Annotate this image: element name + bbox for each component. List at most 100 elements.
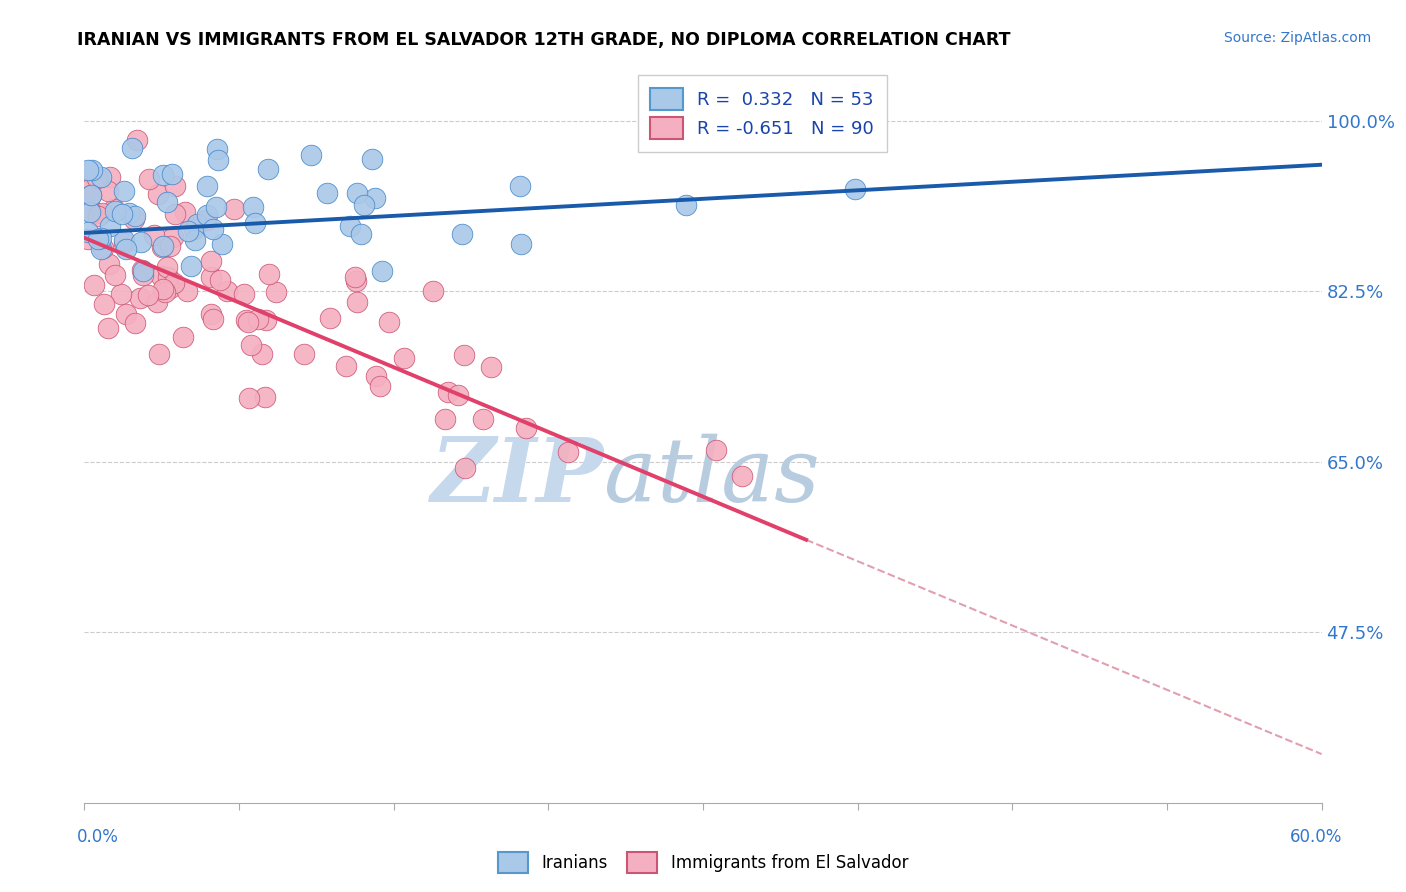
- Point: [232, 287, 254, 301]
- Point: [159, 280, 181, 294]
- Point: [82, 162, 104, 177]
- Point: [346, 186, 368, 200]
- Point: [238, 315, 260, 329]
- Point: [202, 312, 225, 326]
- Point: [222, 202, 245, 217]
- Point: [90, 242, 112, 256]
- Point: [112, 184, 135, 198]
- Point: [240, 337, 263, 351]
- Point: [731, 469, 754, 483]
- Point: [156, 195, 179, 210]
- Point: [433, 412, 456, 426]
- Point: [200, 307, 222, 321]
- Point: [83, 277, 105, 292]
- Point: [346, 295, 368, 310]
- Point: [509, 236, 531, 251]
- Point: [163, 276, 186, 290]
- Point: [205, 142, 228, 156]
- Point: [257, 162, 280, 177]
- Point: [292, 347, 315, 361]
- Point: [124, 209, 146, 223]
- Point: [253, 390, 276, 404]
- Point: [202, 222, 225, 236]
- Point: [451, 227, 474, 241]
- Point: [264, 285, 287, 300]
- Point: [117, 205, 139, 219]
- Point: [472, 412, 495, 426]
- Point: [454, 461, 477, 475]
- Point: [143, 227, 166, 242]
- Point: [437, 384, 460, 399]
- Point: [250, 347, 273, 361]
- Point: [361, 153, 384, 167]
- Point: [152, 282, 174, 296]
- Point: [114, 242, 136, 256]
- Point: [479, 359, 502, 374]
- Text: Source: ZipAtlas.com: Source: ZipAtlas.com: [1223, 31, 1371, 45]
- Point: [90, 206, 112, 220]
- Point: [77, 232, 100, 246]
- Point: [195, 208, 218, 222]
- Point: [339, 219, 361, 234]
- Point: [319, 311, 342, 326]
- Legend: R =  0.332   N = 53, R = -0.651   N = 90: R = 0.332 N = 53, R = -0.651 N = 90: [638, 75, 887, 152]
- Point: [91, 241, 114, 255]
- Point: [131, 235, 153, 250]
- Point: [112, 235, 135, 250]
- Point: [128, 291, 150, 305]
- Text: IRANIAN VS IMMIGRANTS FROM EL SALVADOR 12TH GRADE, NO DIPLOMA CORRELATION CHART: IRANIAN VS IMMIGRANTS FROM EL SALVADOR 1…: [77, 31, 1011, 49]
- Point: [145, 294, 167, 309]
- Point: [422, 285, 444, 299]
- Point: [97, 320, 120, 334]
- Point: [80, 188, 103, 202]
- Point: [156, 270, 179, 285]
- Point: [173, 205, 195, 219]
- Text: 0.0%: 0.0%: [77, 828, 120, 846]
- Point: [90, 231, 112, 245]
- Point: [98, 170, 121, 185]
- Point: [350, 227, 373, 241]
- Point: [200, 253, 222, 268]
- Point: [235, 313, 257, 327]
- Point: [165, 179, 187, 194]
- Point: [115, 307, 138, 321]
- Point: [368, 379, 391, 393]
- Text: atlas: atlas: [605, 434, 820, 520]
- Point: [98, 219, 121, 233]
- Point: [242, 200, 264, 214]
- Point: [453, 349, 475, 363]
- Point: [86, 206, 108, 220]
- Point: [104, 268, 127, 283]
- Point: [257, 267, 280, 281]
- Point: [160, 167, 183, 181]
- Point: [299, 147, 322, 161]
- Point: [148, 347, 170, 361]
- Point: [344, 274, 367, 288]
- Point: [509, 178, 531, 193]
- Point: [172, 330, 194, 344]
- Point: [177, 223, 200, 237]
- Point: [79, 204, 101, 219]
- Point: [121, 141, 143, 155]
- Point: [124, 316, 146, 330]
- Point: [163, 207, 186, 221]
- Point: [79, 166, 101, 180]
- Point: [704, 443, 727, 458]
- Point: [315, 186, 337, 200]
- Point: [211, 237, 233, 252]
- Point: [122, 211, 145, 226]
- Point: [208, 273, 231, 287]
- Point: [132, 268, 155, 282]
- Point: [156, 260, 179, 274]
- Point: [377, 315, 399, 329]
- Point: [238, 392, 260, 406]
- Point: [131, 263, 153, 277]
- Text: ZIP: ZIP: [430, 434, 605, 520]
- Point: [335, 359, 357, 373]
- Point: [176, 284, 198, 298]
- Point: [111, 207, 134, 221]
- Point: [159, 238, 181, 252]
- Point: [150, 240, 173, 254]
- Point: [136, 288, 159, 302]
- Point: [162, 230, 184, 244]
